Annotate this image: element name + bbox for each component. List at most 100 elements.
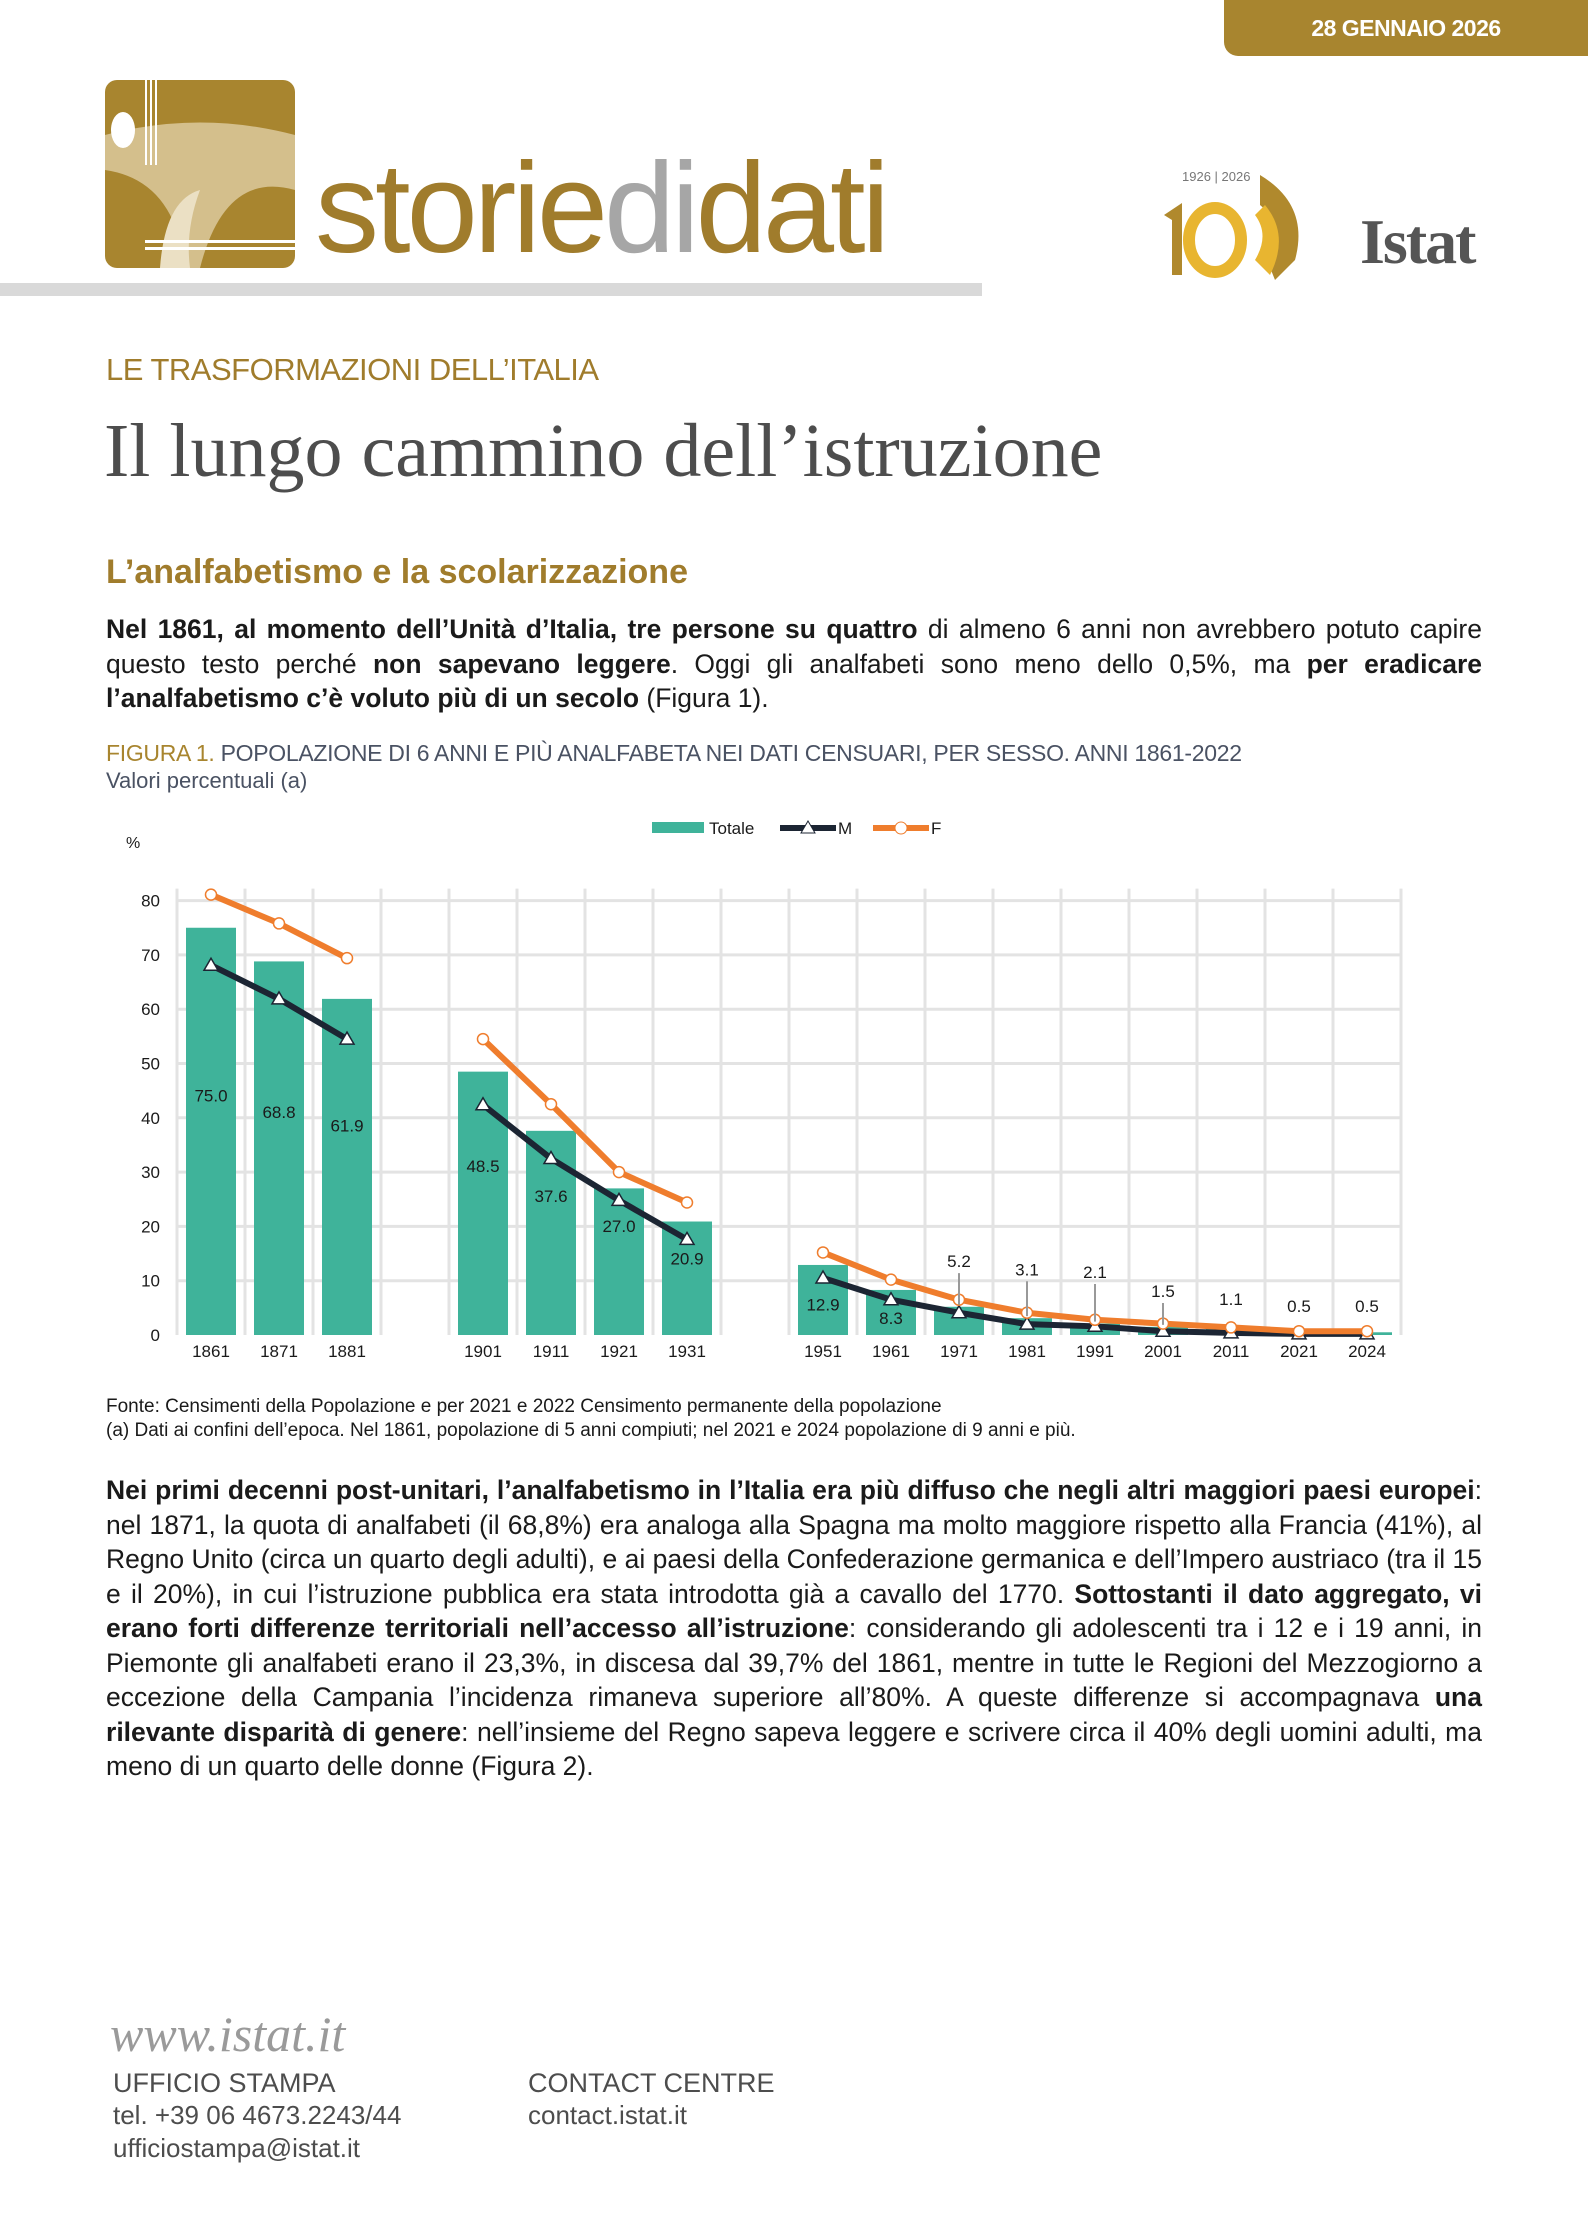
figure-title: FIGURA 1. POPOLAZIONE DI 6 ANNI E PIÙ AN… [106, 740, 1242, 767]
x-tick-label: 1971 [940, 1342, 978, 1361]
contact-centre: CONTACT CENTRE contact.istat.it [528, 2068, 775, 2132]
section-kicker: LE TRASFORMAZIONI DELL’ITALIA [106, 352, 599, 387]
legend-label-m: M [838, 819, 852, 838]
page-title: Il lungo cammino dell’istruzione [104, 409, 1103, 493]
x-tick-label: 1901 [464, 1342, 502, 1361]
x-tick-label: 1931 [668, 1342, 706, 1361]
body-paragraph: Nei primi decenni post-unitari, l’analfa… [106, 1473, 1482, 1784]
contact-link[interactable]: contact.istat.it [528, 2100, 687, 2130]
data-label: 75.0 [194, 1087, 227, 1106]
y-tick-label: 40 [141, 1109, 160, 1128]
data-label: 0.5 [1287, 1297, 1311, 1316]
figure-note: (a) Dati ai confini dell’epoca. Nel 1861… [106, 1420, 1076, 1441]
press-email-link[interactable]: ufficiostampa@istat.it [113, 2133, 361, 2163]
y-tick-label: 80 [141, 892, 160, 911]
data-label: 1.5 [1151, 1282, 1175, 1301]
bar-totale [322, 998, 372, 1335]
legend-marker-m [800, 820, 816, 834]
y-tick-label: 60 [141, 1000, 160, 1019]
y-tick-label: 0 [151, 1326, 160, 1345]
press-office: UFFICIO STAMPA tel. +39 06 4673.2243/44 … [113, 2068, 401, 2165]
marker-f [544, 1097, 558, 1111]
chart-legend: Totale M F [652, 819, 941, 838]
legend-label-f: F [931, 819, 941, 838]
marker-f [340, 951, 354, 965]
body-text: : considerando gli adolescenti tra i 12 … [106, 1613, 1482, 1712]
bar-totale [526, 1130, 576, 1335]
x-tick-label: 2011 [1213, 1342, 1250, 1361]
marker-m [814, 1269, 832, 1284]
y-axis-unit: % [126, 835, 140, 852]
emphasis-text: Nei primi decenni post-unitari, l’analfa… [106, 1475, 1475, 1505]
body-text: : nel 1871, la quota di analfabeti (il 6… [106, 1475, 1482, 1609]
x-tick-label: 2021 [1280, 1342, 1318, 1361]
x-tick-label: 1911 [533, 1342, 570, 1361]
emphasis-text: una rilevante disparità di genere [106, 1682, 1482, 1747]
body-text: (Figura 1). [639, 683, 769, 713]
bar-totale [458, 1071, 508, 1335]
marker-m [950, 1304, 968, 1319]
section-heading: L’analfabetismo e la scolarizzazione [106, 553, 688, 591]
figure-number: FIGURA 1. [106, 740, 215, 766]
body-text: . Oggi gli analfabeti sono meno dello 0,… [670, 648, 1307, 679]
marker-f [680, 1196, 694, 1209]
marker-m [338, 1030, 356, 1045]
x-tick-label: 1871 [260, 1342, 298, 1361]
data-label: 27.0 [602, 1217, 635, 1236]
y-tick-label: 70 [141, 946, 160, 965]
press-title: UFFICIO STAMPA [113, 2068, 336, 2098]
legend-label-totale: Totale [709, 819, 754, 838]
x-tick-label: 1881 [328, 1342, 366, 1361]
marker-m [270, 990, 288, 1005]
data-label: 1.1 [1219, 1290, 1243, 1309]
istat-logo: 1926 | 2026 Istat [1160, 165, 1490, 290]
figure-subtitle: Valori percentuali (a) [106, 768, 308, 793]
marker-m [202, 956, 220, 971]
data-label: 3.1 [1015, 1260, 1039, 1279]
y-tick-label: 10 [141, 1272, 160, 1291]
marker-f [272, 917, 286, 930]
emphasis-text: non sapevano leggere [372, 648, 671, 679]
marker-m [610, 1191, 628, 1207]
intro-paragraph: Nel 1861, al momento dell’Unità d’Italia… [106, 612, 1482, 716]
data-label: 61.9 [330, 1116, 363, 1135]
marker-f [204, 888, 218, 901]
data-label: 37.6 [534, 1187, 567, 1206]
illiteracy-chart: 0 10 20 30 40 50 60 70 80% 75.0 68.8 61.9 48.5 37.6 27… [126, 819, 1403, 1361]
marker-f [1292, 1324, 1306, 1338]
data-label: 20.9 [670, 1249, 703, 1268]
brand-part: storie [315, 137, 608, 280]
data-label: 5.2 [947, 1252, 971, 1271]
data-label: 12.9 [806, 1296, 839, 1315]
x-tick-label: 1991 [1076, 1342, 1114, 1361]
legend-swatch-totale [652, 822, 704, 833]
marker-m [678, 1230, 696, 1246]
data-label: 68.8 [262, 1103, 295, 1122]
brand-part: di [604, 137, 700, 280]
x-tick-label: 1981 [1008, 1342, 1046, 1361]
y-tick-label: 30 [141, 1163, 160, 1182]
date-badge: 28 GENNAIO 2026 [1224, 0, 1588, 56]
figure-source: Fonte: Censimenti della Popolazione e pe… [106, 1396, 942, 1417]
body-text: di almeno 6 anni non avrebbero potuto ca… [106, 614, 1482, 679]
marker-m [474, 1096, 492, 1111]
brand-wordmark: storiedidati [315, 145, 890, 273]
bar-totale [186, 927, 236, 1335]
emphasis-text: Nel 1861, al momento dell’Unità d’Italia… [106, 614, 918, 644]
marker-m [542, 1150, 560, 1165]
y-tick-label: 20 [141, 1217, 160, 1236]
marker-f [884, 1273, 898, 1286]
marker-f [612, 1165, 626, 1179]
emphasis-text: Sottostanti il dato aggregato, vi erano … [106, 1578, 1483, 1644]
marker-m [882, 1291, 900, 1306]
body-text: : nell’insieme del Regno sapeva leggere … [106, 1716, 1482, 1782]
data-label: 2.1 [1083, 1263, 1107, 1282]
marker-f [1360, 1324, 1374, 1338]
x-tick-label: 2024 [1348, 1342, 1386, 1361]
x-tick-label: 1951 [804, 1342, 842, 1361]
website-link[interactable]: www.istat.it [110, 2006, 346, 2062]
emphasis-text: per eradicare l’analfabetismo c’è voluto… [106, 648, 1482, 714]
marker-m [1018, 1315, 1036, 1330]
line-series-m [481, 1102, 689, 1243]
data-label: 8.3 [879, 1309, 903, 1328]
